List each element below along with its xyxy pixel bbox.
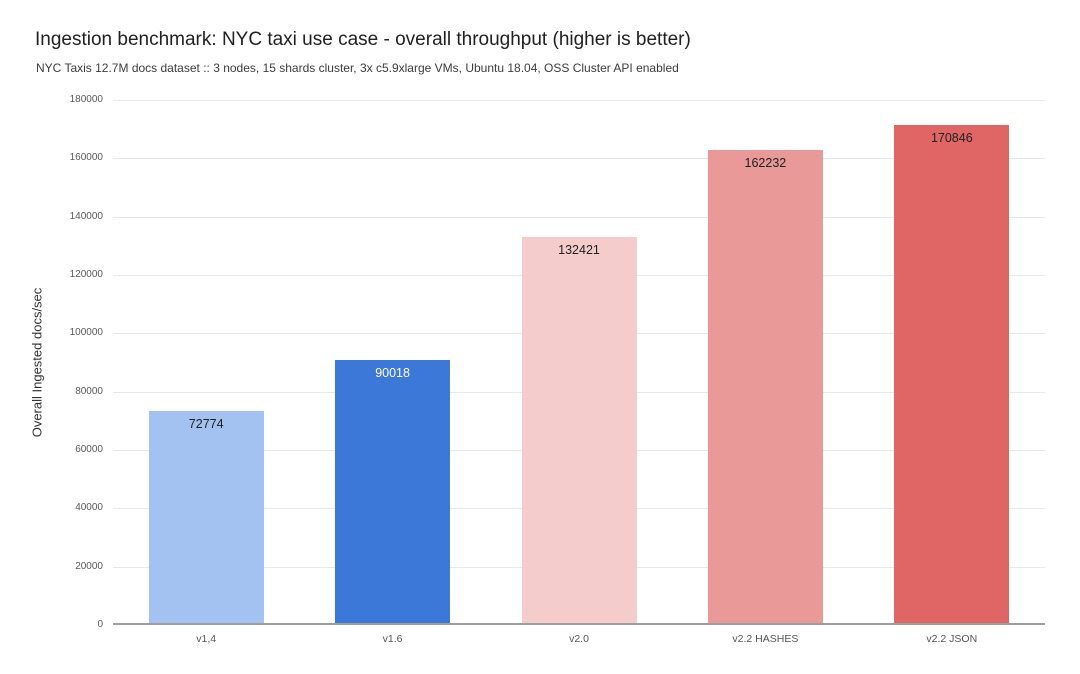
y-tick-label: 80000 bbox=[75, 385, 103, 397]
y-tick-label: 120000 bbox=[69, 269, 103, 280]
y-tick-label: 40000 bbox=[75, 502, 103, 514]
x-tick-label: v1.6 bbox=[382, 633, 403, 645]
y-axis-title-text: Overall Ingested docs/sec bbox=[29, 287, 45, 438]
chart-title: Ingestion benchmark: NYC taxi use case -… bbox=[35, 29, 691, 50]
y-tick-label: 60000 bbox=[75, 444, 103, 455]
gridline bbox=[113, 100, 1045, 101]
x-tick-label: v2.0 bbox=[569, 633, 589, 645]
y-tick-label: 0 bbox=[97, 619, 103, 630]
x-tick-label: v2.2 JSON bbox=[926, 633, 978, 645]
gridline bbox=[113, 216, 1045, 218]
plot-area: 0 20000 40000 60000 80000 100000 120000 140000 1… bbox=[70, 94, 1045, 645]
x-axis-line bbox=[113, 623, 1045, 625]
bar-value-label: 162232 bbox=[744, 155, 787, 170]
bar: 72774 bbox=[148, 410, 264, 623]
bar: 170846 bbox=[894, 124, 1010, 623]
y-tick-label: 180000 bbox=[69, 94, 103, 105]
y-tick-label: 100000 bbox=[69, 327, 103, 339]
bar-value-label: 170846 bbox=[930, 130, 973, 145]
y-tick-label: 20000 bbox=[75, 560, 103, 572]
bar-value-label: 90018 bbox=[375, 366, 410, 381]
y-tick-label: 160000 bbox=[69, 152, 103, 164]
x-tick-label: v2.2 HASHES bbox=[732, 633, 799, 645]
bar: 90018 bbox=[335, 360, 451, 623]
bar-value-label: 132421 bbox=[558, 242, 600, 257]
bar-value-label: 72774 bbox=[188, 416, 224, 431]
bar: 162232 bbox=[707, 149, 823, 623]
gridline bbox=[113, 158, 1045, 160]
x-tick-label: v1,4 bbox=[196, 633, 217, 645]
chart-subtitle: NYC Taxis 12.7M docs dataset :: 3 nodes,… bbox=[36, 61, 679, 75]
y-axis-title: Overall Ingested docs/sec bbox=[26, 100, 48, 625]
bar: 132421 bbox=[521, 236, 637, 623]
y-tick-label: 140000 bbox=[69, 210, 103, 222]
